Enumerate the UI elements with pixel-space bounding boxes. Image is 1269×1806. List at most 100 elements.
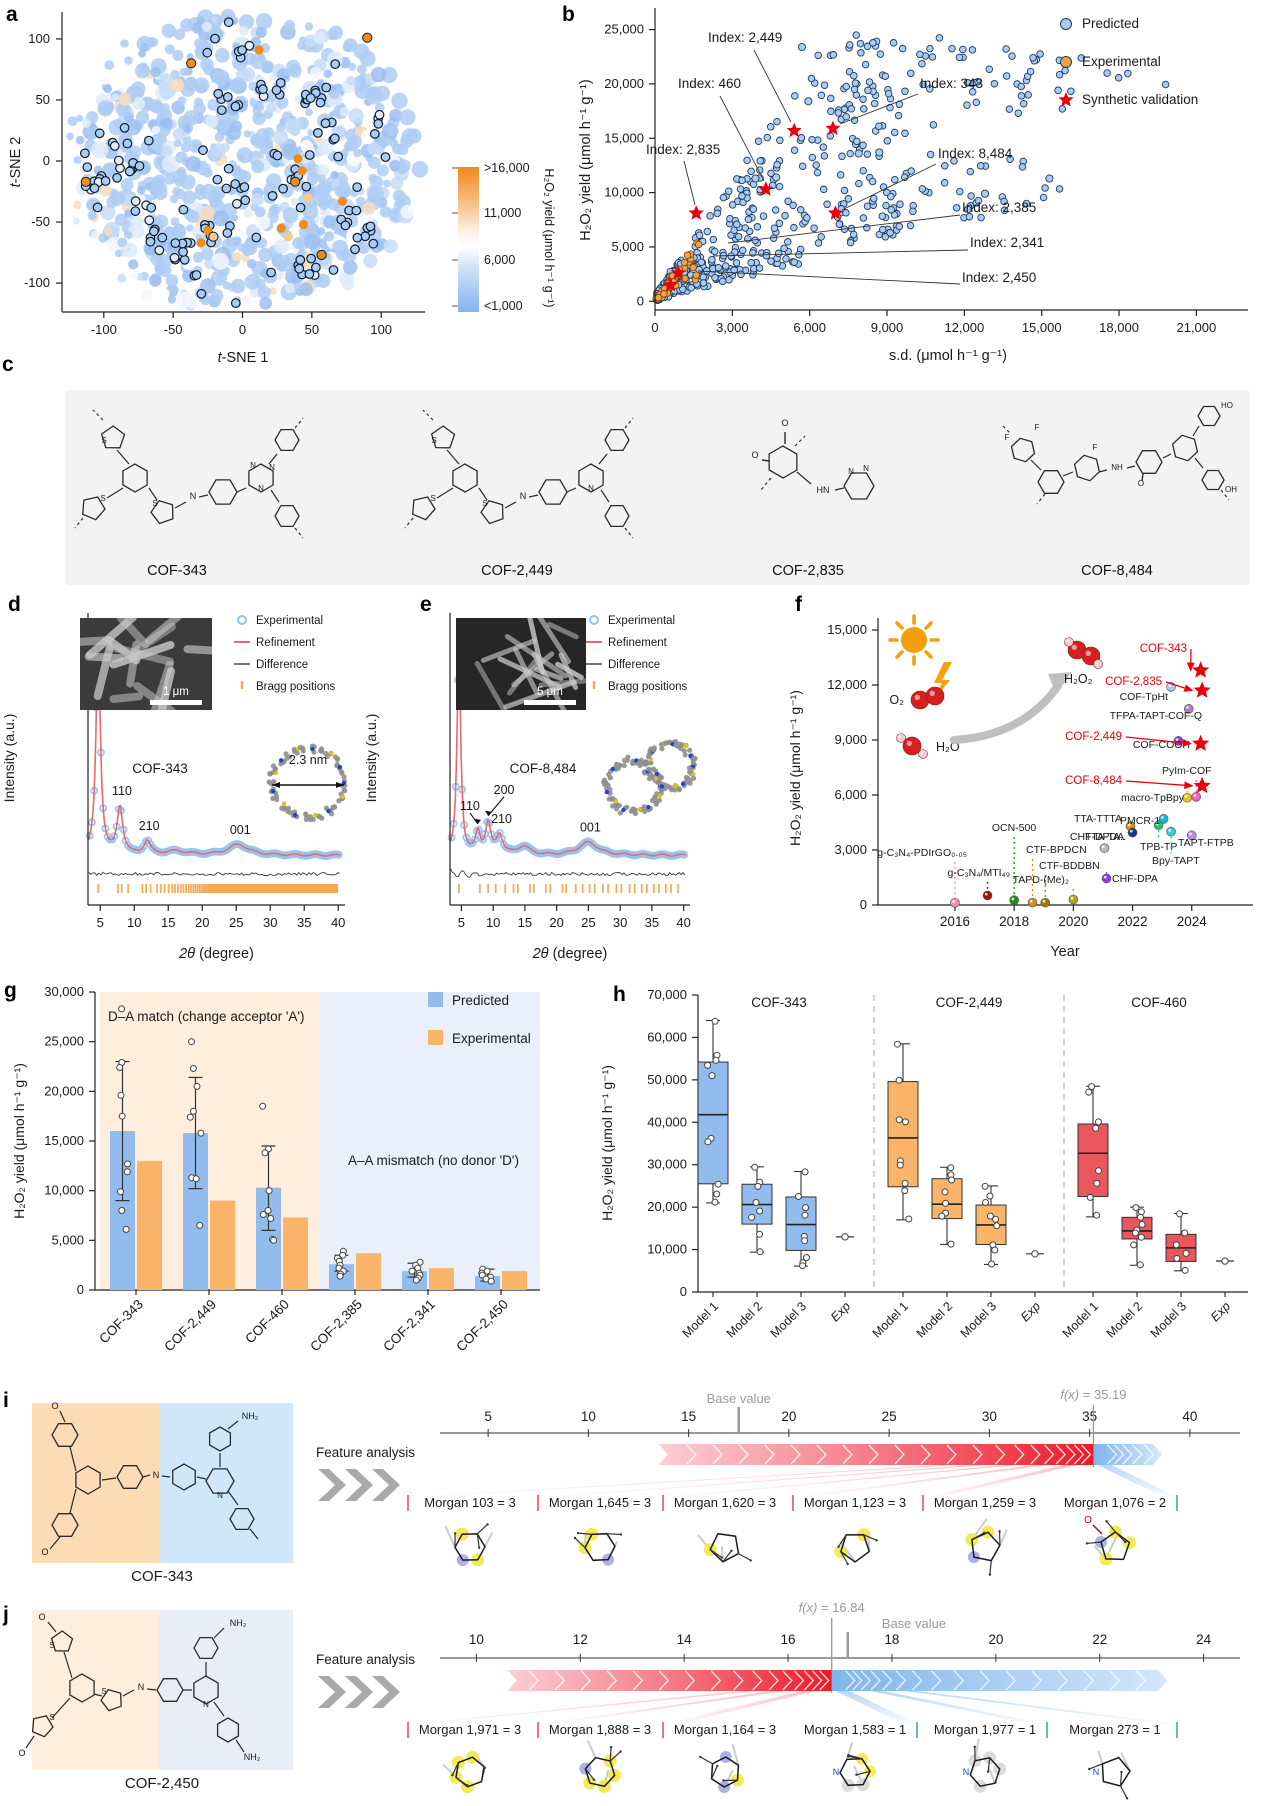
sample-point — [189, 1065, 197, 1072]
sample-point — [714, 1180, 722, 1188]
panel-letter-c: c — [2, 353, 14, 376]
x-tick: 2022 — [1118, 914, 1148, 929]
morgan-feature-label: Morgan 1,123 = 3 — [804, 1495, 906, 1510]
text-label: N — [520, 491, 527, 501]
axis-tick: 10 — [581, 1409, 596, 1424]
point-label: CTF-BDDBN — [1039, 860, 1100, 872]
timeline-point — [950, 897, 960, 908]
text-label: O — [781, 418, 788, 428]
panel-d-xrd-chart: 5 10 15 20 25 30 35 40 2θ (degree) Intensity (a.u… — [1, 613, 348, 962]
axis-tick: 15 — [681, 1409, 696, 1424]
sample-point — [1172, 1241, 1180, 1249]
x-tick: 35 — [645, 915, 659, 930]
timeline-point — [1182, 792, 1193, 803]
sample-point — [1085, 1088, 1093, 1096]
category-label: COF-2,341 — [380, 1297, 438, 1355]
panel-b-scatter-chart: Index: 2,449 Index: 460 Index: 343 Index: 2… — [578, 8, 1248, 364]
axis-tick: 14 — [677, 1632, 693, 1647]
x-tick: 100 — [370, 322, 392, 337]
text-label: O — [38, 1612, 45, 1622]
structure-name: COF-2,449 — [481, 563, 553, 579]
text-label: NH₂ — [244, 1752, 261, 1762]
text-label: O — [41, 1547, 48, 1557]
point-label: Bpy-TAPT — [1152, 855, 1200, 867]
legend-label: Experimental — [256, 615, 323, 627]
x-tick: 10 — [486, 915, 500, 930]
x-tick: 15,000 — [1022, 320, 1062, 335]
category-label: COF-2,385 — [307, 1297, 365, 1355]
sample-point — [124, 1160, 132, 1168]
sample-point — [799, 1262, 807, 1270]
x-tick-label: Exp — [1208, 1299, 1233, 1324]
x-tick-label: Model 3 — [1148, 1299, 1189, 1340]
legend-label: Difference — [608, 659, 660, 671]
colorbar-tick: <1,000 — [484, 299, 523, 313]
sample-point — [905, 1215, 913, 1223]
y-tick: 0 — [680, 1284, 687, 1299]
difference-line — [450, 868, 686, 879]
x-tick: 25 — [581, 915, 595, 930]
timeline-point — [1099, 843, 1110, 853]
y-tick: 12,000 — [827, 677, 867, 692]
x-tick: 20 — [195, 915, 209, 930]
lightning-icon — [932, 662, 952, 702]
x-tick-label: Model 1 — [870, 1299, 911, 1340]
text-label: N — [848, 467, 854, 476]
sample-point — [801, 1168, 809, 1176]
donor-highlight — [32, 1403, 159, 1563]
refinement-line — [449, 644, 687, 857]
sample-point — [1130, 1241, 1138, 1249]
x-tick: 6,000 — [793, 320, 826, 335]
star-label: COF-8,484 — [1065, 775, 1122, 787]
colorbar — [458, 167, 479, 312]
panel-letter-j: j — [3, 1603, 9, 1626]
legend-label: Difference — [256, 659, 308, 671]
sample-point — [895, 1076, 903, 1084]
star-marker — [1193, 681, 1211, 698]
x-tick: 3,000 — [716, 320, 749, 335]
y-tick: 0 — [43, 153, 50, 168]
timeline-point — [1027, 897, 1038, 908]
sample-point — [801, 1237, 809, 1245]
text-label: O — [1138, 479, 1144, 488]
sample-point — [712, 1056, 720, 1064]
o2-label: O₂ — [889, 693, 904, 707]
text-label: N — [1093, 1767, 1100, 1777]
scale-bar-label: 5 μm — [537, 686, 563, 698]
point-label: macro-TpBpy — [1121, 792, 1185, 804]
sample-point — [1088, 1083, 1096, 1091]
legend: Predicted Experimental Synthetic validatio… — [1058, 16, 1198, 107]
chevron-icon — [372, 1469, 400, 1501]
text-label: S — [431, 436, 436, 445]
sample-point — [748, 1213, 756, 1221]
x-tick-label: Model 2 — [914, 1299, 955, 1340]
sem-inset — [456, 618, 586, 710]
y-axis-label: H₂O₂ yield (μmol h⁻¹ g⁻¹) — [11, 1063, 27, 1219]
y-tick: 15,000 — [604, 130, 644, 145]
legend-label: Predicted — [452, 993, 509, 1008]
x-axis-label: t-SNE 1 — [218, 350, 269, 366]
panel-letter-i: i — [3, 1389, 9, 1412]
text-label: OH — [1225, 485, 1237, 494]
sample-point — [991, 1246, 999, 1254]
sample-point — [982, 1199, 989, 1206]
fragment-thumbnail: N — [833, 1742, 876, 1792]
panel-e-xrd-chart: 5 10 15 20 25 30 35 40 2θ (degree) Intensity (a.u… — [363, 613, 698, 962]
text-label: S — [101, 1687, 106, 1696]
text-label: S — [482, 499, 487, 508]
sample-point — [1092, 1124, 1100, 1132]
annotation-label: Index: 2,449 — [708, 30, 782, 45]
sample-point — [981, 1182, 989, 1190]
y-tick: 40,000 — [647, 1114, 687, 1129]
fragment-thumbnail — [965, 1518, 1008, 1576]
timeline-point — [1127, 827, 1138, 838]
x-tick: 9,000 — [871, 320, 904, 335]
point-label: TAPT-FTPB — [1178, 837, 1234, 849]
region-label: D–A match (change acceptor 'A') — [108, 1009, 305, 1024]
sample-point — [197, 1129, 205, 1137]
panel-i-shap-force: 5 10 15 20 25 30 35 40 Base value f(x) = 35.19 Mor… — [32, 1387, 1240, 1585]
morgan-feature-label: Morgan 1,977 = 1 — [934, 1722, 1036, 1737]
text-label: NH₂ — [230, 1618, 247, 1628]
chevron-icon — [345, 1469, 373, 1501]
